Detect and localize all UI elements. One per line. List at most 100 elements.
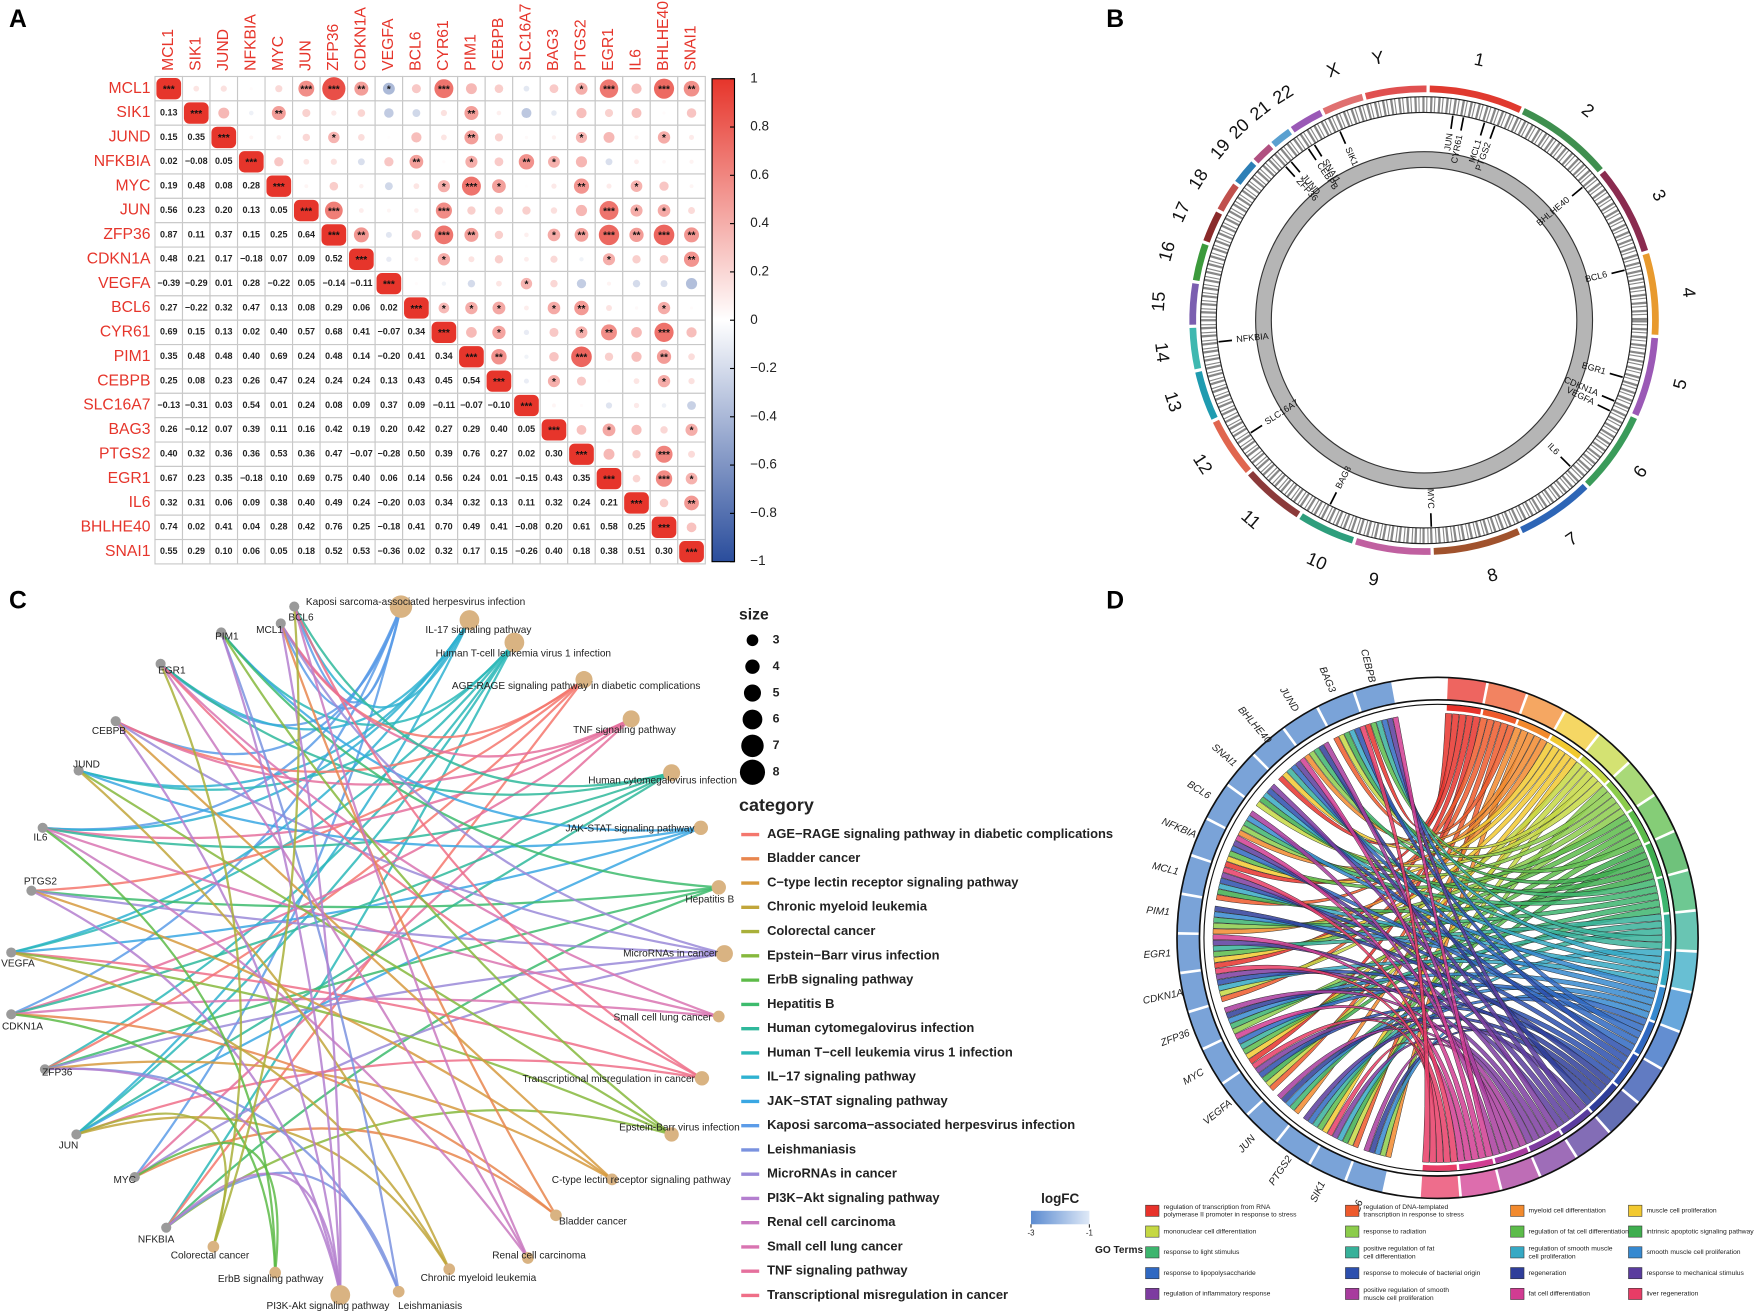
gene-sector — [1284, 707, 1327, 746]
go-inner-sector — [1482, 709, 1517, 725]
edge — [220, 631, 701, 832]
ribbon — [1220, 718, 1495, 1003]
pathway-node — [664, 1127, 679, 1142]
diagonal-cell — [404, 297, 429, 319]
correlation-value: 0.70 — [435, 522, 452, 532]
pathway-node-label: Bladder cancer — [559, 1217, 628, 1228]
correlation-value: 0.24 — [463, 473, 480, 483]
edge — [42, 826, 720, 1018]
correlation-circle — [413, 183, 420, 190]
correlation-circle — [329, 181, 339, 191]
correlation-value: 0.41 — [408, 351, 425, 361]
cell — [209, 173, 239, 199]
gene-node — [216, 627, 227, 638]
chromosome-label: 7 — [1562, 528, 1581, 550]
gene-inner-sector — [1214, 1003, 1232, 1037]
chromosome-band — [1192, 243, 1209, 282]
correlation-value: 0.50 — [408, 449, 425, 459]
go-inner-sector — [1494, 1147, 1529, 1164]
ribbon — [1304, 732, 1535, 843]
category-label: JAK−STAT signaling pathway — [767, 1093, 948, 1108]
diagonal-cell — [431, 321, 457, 344]
correlation-circle — [630, 204, 643, 217]
significance-stars: ** — [578, 304, 586, 315]
edge — [75, 826, 702, 1136]
correlation-circle — [689, 184, 694, 189]
chord-gene-label: BAG3 — [1317, 665, 1338, 694]
correlation-circle — [494, 157, 504, 167]
correlation-circle — [303, 158, 310, 165]
cell — [154, 417, 184, 443]
significance-stars: * — [635, 206, 639, 217]
correlation-value: 0.64 — [298, 229, 315, 239]
correlation-value: 0.48 — [215, 351, 232, 361]
gene-label: EGR1 — [1581, 360, 1607, 376]
correlation-value: 0.24 — [298, 400, 315, 410]
cell — [264, 465, 294, 492]
correlation-circle — [634, 159, 639, 165]
gene-inner-sector — [1208, 864, 1222, 899]
cell — [374, 465, 404, 492]
gene-node-label: ZFP36 — [42, 1067, 73, 1078]
edge — [11, 951, 703, 1080]
correlation-circle — [662, 159, 666, 164]
chord-gene-label: PIM1 — [1146, 905, 1170, 918]
correlation-circle — [657, 301, 671, 315]
ribbon — [1215, 717, 1488, 906]
chromosome-band — [1235, 161, 1257, 185]
correlation-circle — [631, 327, 642, 338]
cell — [374, 392, 404, 419]
correlation-circle — [466, 327, 477, 338]
go-swatch — [1510, 1225, 1525, 1238]
cell — [484, 392, 514, 419]
significance-stars: *** — [273, 182, 285, 193]
gene-node — [73, 765, 84, 776]
correlation-circle — [524, 232, 529, 238]
cell — [154, 538, 184, 565]
go-inner-sector — [1606, 781, 1632, 812]
correlation-circle — [384, 157, 394, 167]
colorbar-tick-label: −0.6 — [750, 457, 777, 472]
column-label: BHLHE40 — [655, 1, 672, 71]
correlation-value: 0.09 — [243, 497, 260, 507]
size-legend-label: 8 — [773, 765, 780, 779]
correlation-circle — [496, 280, 502, 287]
correlation-matrix: MCL1 MCL1 SIK1 SIK1 JUND JUND NFKBIA NFKBIA MYC M… — [81, 1, 778, 569]
correlation-circle — [298, 80, 315, 97]
cell — [264, 490, 294, 516]
gene-inner-sector — [1293, 1117, 1325, 1141]
correlation-circle — [575, 204, 588, 217]
significance-stars: *** — [631, 499, 643, 510]
correlation-circle — [409, 154, 424, 169]
ribbon — [1343, 731, 1651, 885]
go-legend-title: GO Terms — [1095, 1245, 1143, 1256]
correlation-value: 0.15 — [160, 132, 177, 142]
ribbon — [1299, 756, 1486, 1159]
correlation-circle — [631, 424, 642, 435]
diagonal-cell — [514, 394, 539, 417]
go-legend-label: response to mechanical stimulus — [1646, 1270, 1744, 1277]
go-sector — [1674, 911, 1699, 951]
ribbon — [1323, 741, 1507, 1154]
column-label: SIK1 — [187, 37, 204, 71]
correlation-circle — [685, 278, 698, 290]
cell — [457, 490, 486, 516]
correlation-value: 0.53 — [353, 546, 370, 556]
chromosome-label: 19 — [1206, 135, 1234, 163]
chord-gene-label: PTGS2 — [1267, 1154, 1295, 1188]
gene-inner-sector — [1300, 731, 1332, 754]
cell — [347, 465, 376, 492]
cell — [622, 538, 651, 565]
significance-stars: *** — [190, 109, 202, 120]
correlation-circle — [629, 227, 644, 243]
pathway-node-label: AGE-RAGE signaling pathway in diabetic c… — [452, 681, 701, 692]
category-label: AGE−RAGE signaling pathway in diabetic c… — [767, 826, 1113, 841]
correlation-circle — [655, 445, 673, 463]
correlation-value: −0.07 — [350, 449, 373, 459]
gene-sector — [1177, 894, 1203, 933]
significance-stars: *** — [300, 206, 312, 217]
cell — [154, 222, 184, 248]
correlation-circle — [442, 160, 446, 164]
correlation-value: 0.06 — [380, 473, 397, 483]
